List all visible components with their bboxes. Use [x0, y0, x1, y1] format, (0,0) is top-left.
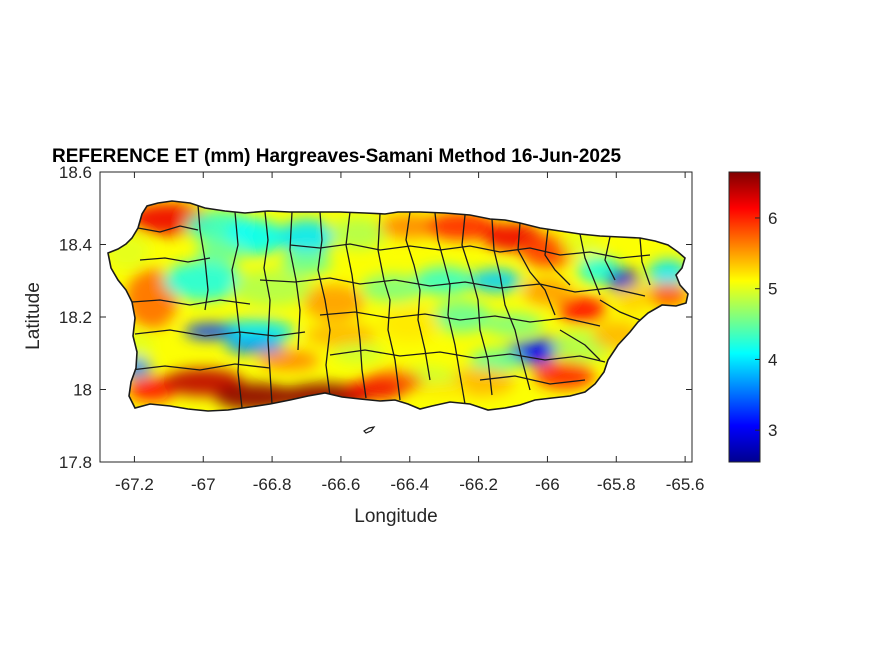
municipality-line [289, 243, 651, 259]
municipality-boundaries [130, 204, 651, 409]
municipality-line [599, 299, 641, 321]
municipality-line [289, 211, 301, 351]
x-tick-label: -66.2 [459, 475, 498, 494]
x-tick-label: -65.8 [597, 475, 636, 494]
municipality-line [137, 225, 199, 233]
heat-cell [332, 343, 385, 364]
heat-cell [419, 381, 470, 398]
x-tick-label: -66.4 [390, 475, 429, 494]
x-tick-label: -65.6 [666, 475, 705, 494]
heat-cell [426, 212, 497, 241]
caja-de-muertos-island [363, 426, 376, 434]
heat-cell [232, 270, 313, 306]
y-axis-ticks: 18.6 18.4 18.2 18 17.8 [59, 163, 692, 472]
municipality-line [263, 211, 273, 405]
colorbar-tick-label: 6 [768, 209, 777, 228]
municipality-line [197, 204, 209, 311]
y-tick-label: 18.6 [59, 163, 92, 182]
x-tick-label: -67.2 [115, 475, 154, 494]
island-outline [107, 200, 689, 412]
heat-cell [304, 284, 364, 321]
municipality-line [319, 311, 601, 327]
x-axis-ticks: -67.2 -67 -66.8 -66.6 -66.4 -66.2 -66 -65.8 -65.… [115, 172, 704, 494]
x-tick-label: -66 [535, 475, 560, 494]
municipality-line [259, 277, 646, 297]
y-tick-label: 18.4 [59, 236, 92, 255]
x-tick-label: -66.8 [253, 475, 292, 494]
y-axis-label: Latitude [23, 282, 44, 350]
municipality-line [329, 349, 606, 363]
chart-title: REFERENCE ET (mm) Hargreaves-Samani Meth… [52, 146, 622, 167]
heat-cell [281, 250, 332, 275]
heat-cell [534, 361, 595, 389]
municipality-line [405, 211, 431, 381]
colorbar-tick-label: 3 [768, 421, 777, 440]
heat-cell [330, 217, 387, 250]
municipality-line [134, 329, 306, 337]
heat-cell [379, 214, 440, 239]
municipality-line [139, 257, 211, 263]
heat-cell [163, 260, 244, 301]
x-axis-label: Longitude [354, 506, 437, 527]
heat-cell [360, 274, 425, 302]
colorbar [728, 171, 761, 463]
municipality-line [131, 299, 251, 306]
y-tick-label: 18 [73, 381, 92, 400]
municipality-line [130, 363, 271, 371]
heat-cell [379, 306, 440, 343]
municipality-line [604, 236, 616, 281]
municipality-line [231, 211, 243, 409]
heat-cell [615, 284, 652, 313]
y-tick-label: 18.2 [59, 308, 92, 327]
colorbar-ticks: 6 5 4 3 [755, 209, 777, 440]
colorbar-tick-label: 4 [768, 350, 777, 369]
municipality-line [461, 214, 493, 396]
y-tick-label: 17.8 [59, 453, 92, 472]
heat-cell [278, 219, 335, 256]
municipality-line [479, 375, 586, 385]
municipality-line [491, 218, 531, 391]
municipality-line [317, 211, 331, 397]
municipality-line [434, 212, 466, 405]
municipality-line [559, 329, 601, 361]
heat-cell [557, 295, 606, 324]
heat-cell [414, 266, 475, 295]
x-tick-label: -66.6 [322, 475, 361, 494]
heat-cell [259, 350, 320, 371]
heat-cell [469, 268, 522, 293]
heat-cell [431, 301, 492, 333]
heat-cell [647, 283, 688, 308]
municipality-line [544, 228, 571, 286]
heat-cell [184, 323, 237, 340]
heat-cell [214, 319, 295, 344]
heat-cell [345, 379, 406, 400]
x-tick-label: -67 [191, 475, 216, 494]
heat-cell [305, 323, 376, 348]
colorbar-tick-label: 5 [768, 280, 777, 299]
municipality-line [517, 222, 556, 316]
municipality-line [639, 237, 651, 286]
municipality-line [579, 233, 601, 296]
